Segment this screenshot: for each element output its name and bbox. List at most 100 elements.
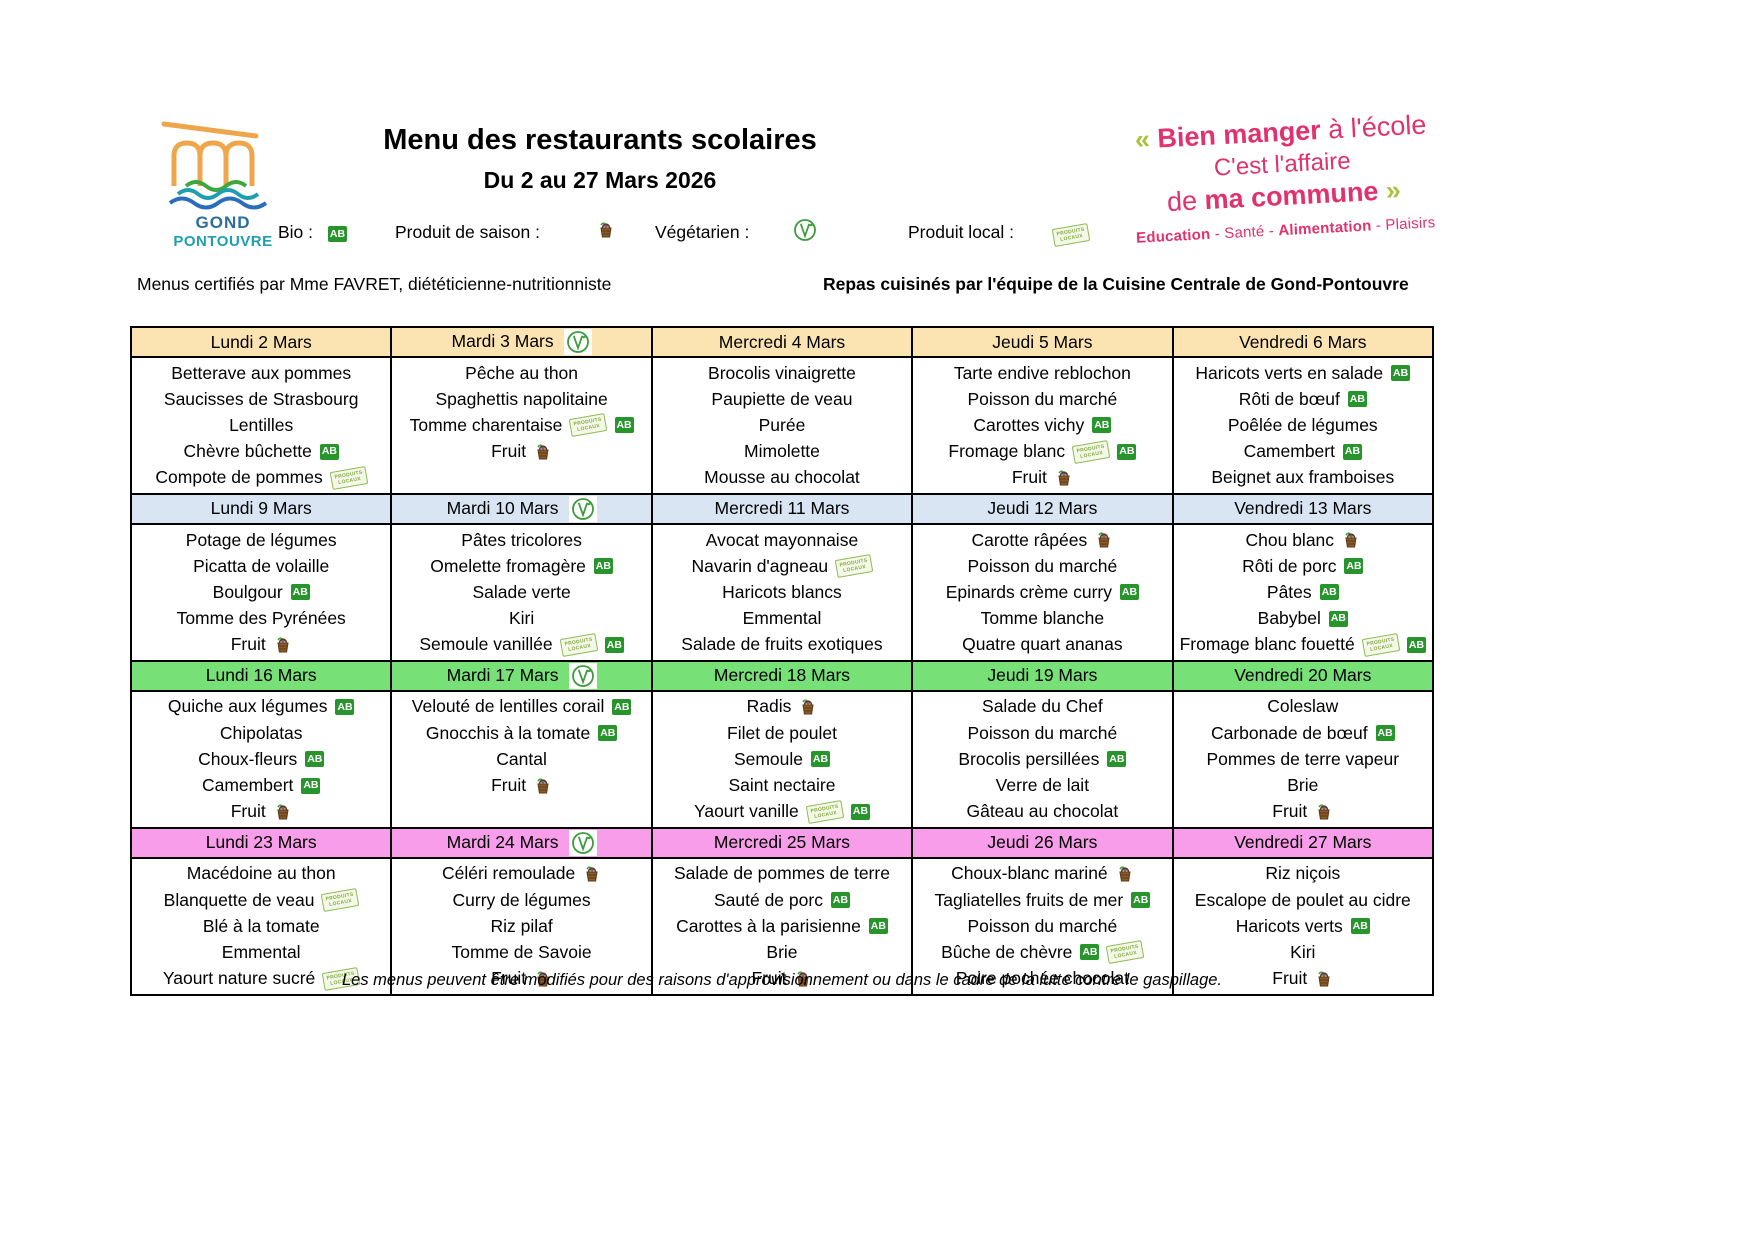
bio-icon: AB (1375, 725, 1395, 742)
day-header-cell: Jeudi 19 Mars (911, 659, 1174, 692)
bio-icon: AB (1328, 610, 1348, 627)
menu-item-text: Yaourt vanille (693, 801, 799, 822)
menu-item: Semoule AB (655, 746, 909, 772)
day-label: Mardi 3 Mars (451, 331, 554, 351)
bien-manger-slogan-logo: « Bien manger à l'école C'est l'affaire de… (1105, 107, 1461, 249)
menu-item: Kiri (1176, 939, 1430, 965)
day-label: Jeudi 12 Mars (987, 498, 1098, 519)
bio-icon: AB (868, 918, 888, 935)
menu-day-cell: Haricots verts en salade AB Rôti de bœuf AB… (1171, 356, 1435, 495)
menu-item: Chèvre bûchette AB (134, 439, 388, 465)
menu-item: Compote de pommes PRODUITS LOCAUX (134, 465, 388, 491)
menu-item-text: Haricots verts en salade (1195, 362, 1384, 383)
day-label: Jeudi 5 Mars (992, 331, 1093, 352)
menu-item: Rôti de bœuf AB (1176, 386, 1430, 412)
menu-item-text: Chipolatas (219, 722, 303, 743)
seasonal-product-icon (1055, 469, 1073, 487)
menu-item: Fruit (134, 632, 388, 658)
menu-item: Tomme blanche (915, 606, 1169, 632)
bio-icon: AB (811, 751, 831, 768)
menu-item: Fruit (915, 465, 1169, 491)
menu-item: Betterave aux pommes (134, 360, 388, 386)
menu-item: Pâtes AB (1176, 579, 1430, 605)
menu-item-text: Navarin d'agneau (691, 555, 829, 576)
menu-day-cell: Quiche aux légumes AB Chipolatas Choux-fleu… (129, 689, 393, 829)
menu-item-text: Haricots blancs (722, 581, 842, 602)
menu-item: Poire pochée chocolat (915, 966, 1169, 992)
local-product-icon: PRODUITS LOCAUX (321, 888, 361, 913)
menu-item-text: Emmental (742, 608, 822, 629)
bridge-logo-graphic (161, 121, 268, 210)
menu-item: Kiri (394, 606, 648, 632)
menu-table: Lundi 2 Mars Mardi 3 Mars Mercredi 4 Mars J… (129, 326, 1435, 996)
menu-item-text: Fruit (491, 775, 527, 796)
menu-item: Semoule vanillée PRODUITS LOCAUX AB (394, 632, 648, 658)
logo-town-name-line1: GOND (195, 213, 251, 232)
menu-item-text: Kiri (1290, 941, 1316, 962)
day-header-cell: Mardi 24 Mars (390, 826, 653, 859)
bio-icon: AB (290, 584, 310, 601)
menu-item: Fruit (1176, 799, 1430, 825)
menu-item: Céléri remoulade (394, 861, 648, 887)
menu-item: Fromage blanc PRODUITS LOCAUX AB (915, 439, 1169, 465)
menu-day-cell: Riz niçois Escalope de poulet au cidre Har… (1171, 856, 1435, 996)
menu-item-text: Fruit (491, 968, 527, 989)
menu-item-text: Fruit (751, 968, 787, 989)
menu-item-text: Gnocchis à la tomate (425, 722, 591, 743)
menu-day-cell: Choux-blanc mariné Tagliatelles fruits de… (911, 856, 1174, 996)
bio-icon: AB (1120, 584, 1140, 601)
menu-item: Emmental (655, 606, 909, 632)
menu-item-text: Beignet aux framboises (1211, 467, 1395, 488)
menu-item: Curry de légumes (394, 887, 648, 913)
day-header-cell: Vendredi 6 Mars (1171, 326, 1435, 358)
menu-item: Choux-blanc mariné (915, 861, 1169, 887)
local-product-icon: PRODUITS LOCAUX (805, 799, 845, 824)
menu-item-text: Fromage blanc (948, 441, 1066, 462)
menu-item: Poisson du marché (915, 720, 1169, 746)
menu-item: Carottes à la parisienne AB (655, 913, 909, 939)
menu-item-text: Carottes à la parisienne (676, 915, 861, 936)
menu-item-text: Riz pilaf (490, 915, 553, 936)
menu-item: Brie (1176, 772, 1430, 798)
seasonal-product-icon (534, 443, 552, 461)
menu-item: Emmental (134, 939, 388, 965)
menu-item: Fruit (394, 439, 648, 465)
bio-icon: AB (1342, 443, 1362, 460)
day-header-cell: Vendredi 20 Mars (1171, 659, 1435, 692)
bio-icon: AB (319, 443, 339, 460)
menu-item: Chou blanc (1176, 527, 1430, 553)
date-range: Du 2 au 27 Mars 2026 (483, 167, 717, 193)
vegetarian-icon (571, 497, 595, 521)
menu-item-text: Choux-fleurs (198, 748, 298, 769)
seasonal-product-icon (274, 636, 292, 654)
menu-item-text: Epinards crème curry (945, 581, 1113, 602)
menu-item-text: Semoule vanillée (419, 634, 553, 655)
menu-item: Saint nectaire (655, 772, 909, 798)
legend-icon-bio: AB (328, 224, 347, 243)
menu-item: Haricots verts en salade AB (1176, 360, 1430, 386)
title-block: Menu des restaurants scolaires Du 2 au 2… (320, 124, 880, 194)
menu-item-text: Coleslaw (1267, 696, 1339, 717)
vegetarian-icon (566, 330, 590, 354)
menu-item: Macédoine au thon (134, 861, 388, 887)
seasonal-product-icon (799, 698, 817, 716)
menu-item-text: Haricots verts (1235, 915, 1343, 936)
menu-item: Chipolatas (134, 720, 388, 746)
day-label: Mardi 10 Mars (446, 497, 559, 518)
menu-item: Velouté de lentilles corail AB (394, 694, 648, 720)
bio-icon: AB (1347, 391, 1367, 408)
menu-item-text: Babybel (1257, 608, 1321, 629)
menu-item-text: Purée (758, 414, 806, 435)
menu-item: Spaghettis napolitaine (394, 386, 648, 412)
bio-icon: AB (612, 698, 632, 715)
day-label: Mercredi 11 Mars (714, 498, 850, 519)
dietitian-note: Menus certifiés par Mme FAVRET, diététic… (137, 274, 612, 294)
local-product-icon: PRODUITS LOCAUX (1051, 222, 1091, 248)
menu-item: Poisson du marché (915, 913, 1169, 939)
menu-item-text: Tomme charentaise (409, 414, 563, 435)
menu-item: Verre de lait (915, 772, 1169, 798)
bio-icon: AB (1319, 584, 1339, 601)
day-header-cell: Lundi 2 Mars (129, 326, 393, 358)
menu-item-text: Poisson du marché (967, 555, 1118, 576)
vegetarian-day-badge (568, 829, 597, 856)
